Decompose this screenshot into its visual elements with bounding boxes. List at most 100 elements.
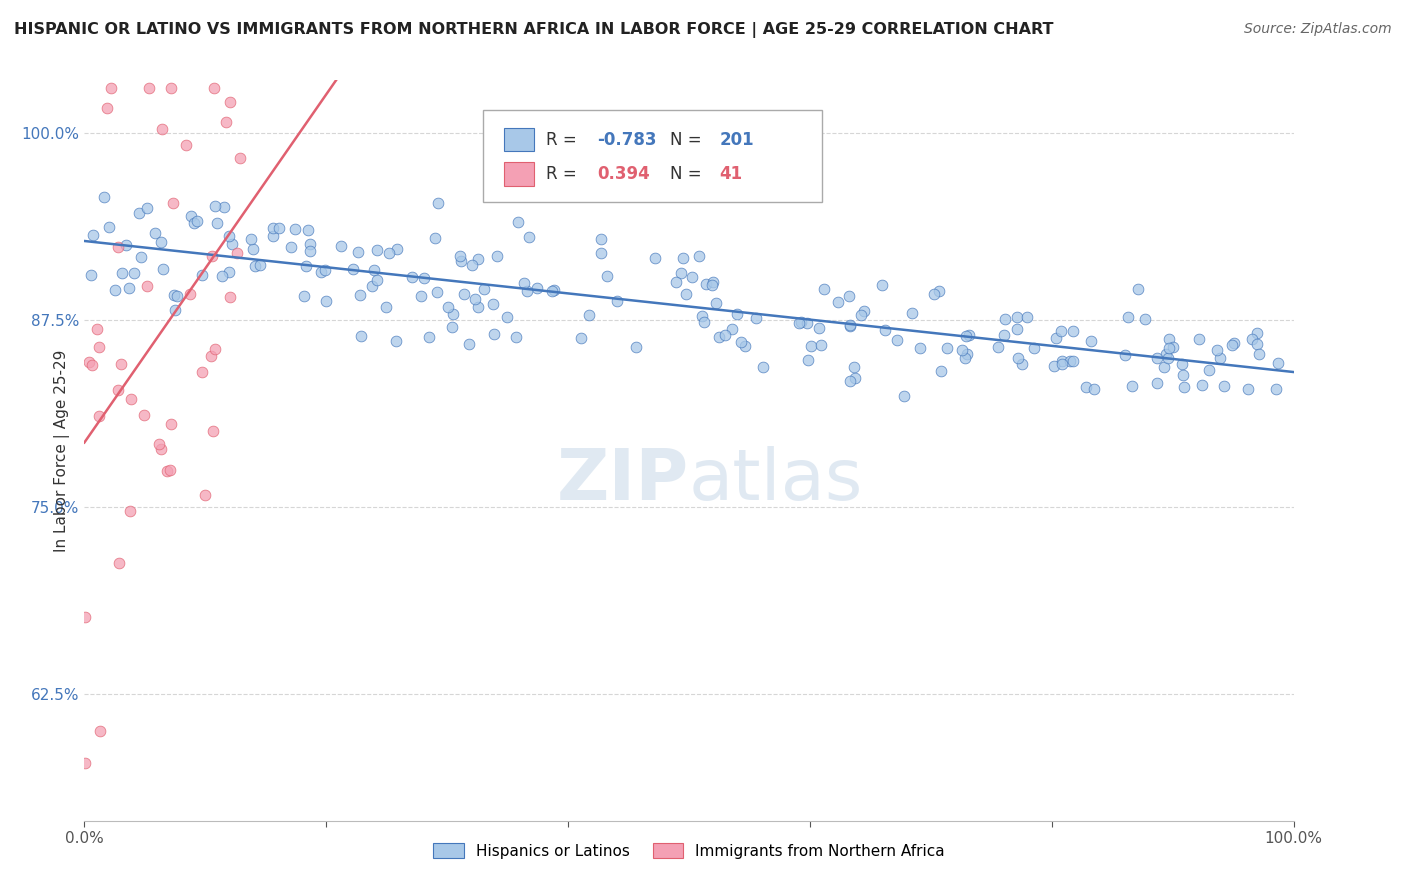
Point: [569, 331, 592, 345]
Point: [578, 308, 600, 322]
Point: [347, 245, 370, 260]
Point: [589, 232, 612, 246]
Point: [675, 287, 697, 301]
Point: [1135, 311, 1157, 326]
Point: [692, 315, 714, 329]
Point: [467, 252, 489, 267]
Point: [1050, 357, 1073, 371]
Point: [163, 303, 186, 318]
Point: [908, 342, 931, 356]
Point: [1011, 357, 1033, 371]
Point: [1267, 355, 1289, 369]
Point: [82, 228, 104, 243]
Point: [481, 297, 503, 311]
Text: 201: 201: [720, 130, 754, 148]
Point: [159, 462, 181, 476]
Point: [1076, 380, 1098, 394]
Point: [413, 271, 436, 285]
Point: [174, 137, 197, 152]
Point: [1171, 368, 1194, 383]
Point: [162, 195, 184, 210]
Point: [838, 289, 860, 303]
Point: [152, 262, 174, 277]
Point: [526, 281, 548, 295]
Point: [994, 312, 1017, 326]
Point: [156, 464, 179, 478]
FancyBboxPatch shape: [503, 128, 534, 152]
Point: [813, 282, 835, 296]
Point: [200, 350, 222, 364]
Point: [1007, 351, 1029, 366]
Point: [98, 219, 121, 234]
Point: [924, 286, 946, 301]
Point: [827, 295, 849, 310]
Point: [214, 115, 236, 129]
Text: atlas: atlas: [689, 446, 863, 515]
Point: [467, 301, 489, 315]
Point: [262, 220, 284, 235]
Point: [75, 610, 97, 624]
Point: [484, 326, 506, 341]
Point: [516, 284, 538, 298]
Point: [665, 275, 688, 289]
Point: [75, 756, 97, 771]
Point: [242, 242, 264, 256]
Point: [959, 328, 981, 343]
Point: [517, 230, 540, 244]
Point: [219, 290, 242, 304]
Point: [330, 239, 353, 253]
Point: [80, 358, 103, 372]
Point: [148, 437, 170, 451]
Point: [1265, 382, 1288, 396]
Point: [284, 222, 307, 236]
Point: [298, 237, 321, 252]
Point: [929, 364, 952, 378]
Point: [86, 322, 108, 336]
Legend: Hispanics or Latinos, Immigrants from Northern Africa: Hispanics or Latinos, Immigrants from No…: [427, 837, 950, 865]
Point: [107, 383, 129, 397]
Point: [1005, 322, 1028, 336]
Point: [122, 266, 145, 280]
Point: [1146, 376, 1168, 391]
Point: [190, 365, 212, 379]
Point: [108, 557, 131, 571]
Point: [810, 338, 832, 352]
Point: [955, 329, 977, 343]
Point: [993, 327, 1015, 342]
Point: [624, 340, 647, 354]
Point: [214, 200, 236, 214]
Text: N =: N =: [669, 165, 706, 183]
Point: [1049, 324, 1071, 338]
Point: [955, 346, 977, 360]
Point: [314, 263, 336, 277]
Point: [1116, 310, 1139, 324]
Point: [350, 329, 373, 343]
Point: [363, 263, 385, 277]
Point: [789, 315, 811, 329]
Point: [385, 334, 408, 348]
Point: [418, 330, 440, 344]
Point: [1249, 347, 1271, 361]
Point: [734, 338, 756, 352]
Point: [143, 226, 166, 240]
Point: [752, 359, 775, 374]
Point: [461, 258, 484, 272]
Point: [120, 504, 142, 518]
Point: [411, 289, 433, 303]
Point: [166, 289, 188, 303]
Point: [591, 245, 613, 260]
Point: [844, 371, 866, 385]
Point: [1237, 382, 1260, 396]
Point: [513, 276, 536, 290]
Point: [1059, 354, 1081, 368]
Point: [453, 287, 475, 301]
Point: [505, 330, 527, 344]
Point: [401, 269, 423, 284]
Point: [366, 272, 388, 286]
Point: [1114, 348, 1136, 362]
Point: [120, 392, 142, 406]
Point: [163, 287, 186, 301]
Point: [725, 307, 748, 321]
Point: [690, 309, 713, 323]
Point: [249, 259, 271, 273]
